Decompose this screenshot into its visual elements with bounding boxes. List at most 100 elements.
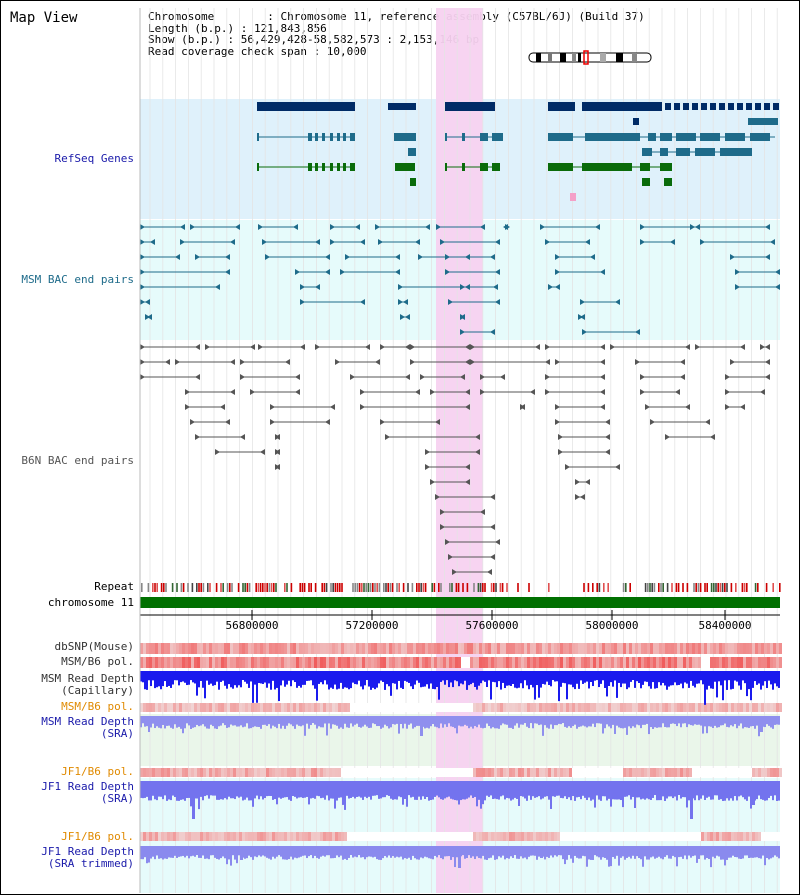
depth-bar	[380, 716, 382, 729]
repeat-mark	[182, 583, 185, 592]
depth-bar	[590, 846, 592, 860]
depth-bar	[544, 781, 546, 797]
heatmap-cell	[635, 832, 638, 841]
msm-bac-pairs	[140, 224, 780, 335]
depth-bar	[470, 846, 472, 858]
depth-bar	[542, 716, 544, 736]
depth-bar	[308, 716, 310, 729]
heatmap-cell	[197, 643, 200, 654]
depth-bar	[158, 846, 160, 859]
heatmap-cell	[170, 643, 173, 654]
heatmap-cell	[455, 703, 458, 712]
depth-bar	[632, 781, 634, 797]
msm-bac-end	[425, 224, 430, 230]
heatmap-cell	[671, 643, 674, 654]
heatmap-cell	[383, 657, 386, 668]
depth-bar	[576, 671, 578, 684]
heatmap-cell	[200, 657, 203, 668]
b6n-bac-end	[270, 419, 275, 425]
depth-bar	[492, 716, 494, 728]
depth-bar	[200, 716, 202, 726]
depth-bar	[382, 781, 384, 798]
heatmap-cell	[164, 832, 167, 841]
repeat-mark	[367, 583, 370, 592]
b6n-bac-end	[465, 359, 470, 365]
heatmap-cell	[218, 643, 221, 654]
heatmap-cell	[191, 832, 194, 841]
heatmap-cell	[671, 657, 674, 668]
b6n-bac-end	[465, 404, 470, 410]
repeat-mark	[743, 583, 746, 592]
heatmap-cell	[221, 832, 224, 841]
repeat-mark	[242, 583, 244, 592]
depth-bar	[728, 671, 730, 681]
heatmap-cell	[752, 703, 755, 712]
depth-bar	[550, 671, 552, 687]
depth-bar	[708, 846, 710, 860]
depth-bar	[654, 781, 656, 796]
heatmap-cell	[671, 768, 674, 777]
depth-bar	[370, 846, 372, 857]
heatmap-cell	[392, 643, 395, 654]
heatmap-cell	[548, 643, 551, 654]
depth-bar	[472, 846, 474, 857]
heatmap-cell	[257, 657, 260, 668]
heatmap-cell	[401, 643, 404, 654]
depth-bar	[670, 671, 672, 686]
depth-bar	[486, 781, 488, 796]
heatmap-cell	[767, 657, 770, 668]
depth-bar	[198, 846, 200, 858]
b6n-bac-end	[465, 344, 470, 350]
heatmap-cell	[779, 768, 782, 777]
heatmap-cell	[530, 657, 533, 668]
depth-bar	[482, 671, 484, 681]
heatmap-cell	[512, 703, 515, 712]
depth-bar	[488, 716, 490, 727]
heatmap-cell	[656, 643, 659, 654]
heatmap-cell	[284, 643, 287, 654]
heatmap-cell	[644, 657, 647, 668]
msm-bac-end	[580, 299, 585, 305]
depth-bar	[668, 671, 670, 687]
heatmap-cell	[734, 768, 737, 777]
heatmap-cell	[269, 657, 272, 668]
depth-spike	[690, 781, 693, 819]
heatmap-cell	[158, 768, 161, 777]
heatmap-cell	[203, 643, 206, 654]
heatmap-cell	[467, 657, 470, 668]
heatmap-cell	[644, 643, 647, 654]
gene-exon	[660, 133, 672, 141]
heatmap-cell	[398, 703, 401, 712]
heatmap-cell	[251, 768, 254, 777]
heatmap-cell	[356, 657, 359, 668]
heatmap-cell	[668, 703, 671, 712]
repeat-mark	[202, 583, 205, 592]
repeat-mark	[495, 583, 497, 592]
depth-bar	[262, 671, 264, 684]
heatmap-cell	[677, 643, 680, 654]
depth-bar	[430, 846, 432, 859]
heatmap-cell	[329, 832, 332, 841]
depth-bar	[154, 671, 156, 689]
depth-bar	[672, 846, 674, 856]
heatmap-cell	[779, 832, 782, 841]
depth-bar	[250, 781, 252, 801]
heatmap-cell	[554, 832, 557, 841]
depth-bar	[514, 716, 516, 726]
heatmap-cell	[380, 768, 383, 777]
heatmap-cell	[329, 657, 332, 668]
depth-bar	[164, 846, 166, 859]
heatmap-cell	[398, 657, 401, 668]
repeat-mark	[647, 583, 649, 592]
depth-bar	[538, 781, 540, 797]
heatmap-cell	[581, 657, 584, 668]
heatmap-cell	[344, 703, 347, 712]
depth-bar	[650, 781, 652, 800]
b6n-bac-end	[330, 404, 335, 410]
depth-bar	[584, 781, 586, 798]
heatmap-cell	[317, 768, 320, 777]
heatmap-cell	[461, 768, 464, 777]
heatmap-cell	[707, 643, 710, 654]
heatmap-cell	[719, 768, 722, 777]
